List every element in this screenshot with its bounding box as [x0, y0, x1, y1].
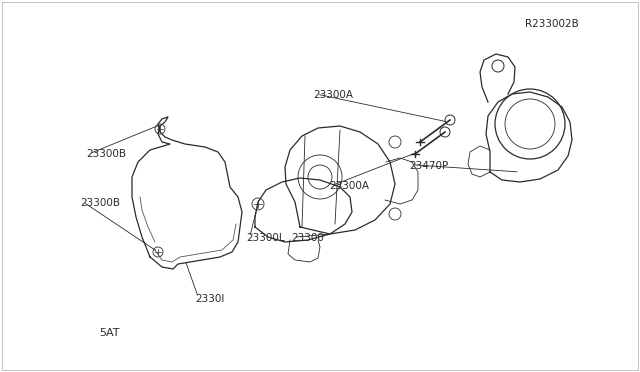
Text: 23300A: 23300A — [314, 90, 354, 100]
Text: 23300L: 23300L — [246, 233, 285, 243]
Text: 23300: 23300 — [291, 233, 324, 243]
Text: 5AT: 5AT — [99, 328, 120, 338]
Text: 2330l: 2330l — [195, 295, 225, 304]
Text: R233002B: R233002B — [525, 19, 579, 29]
Text: 23300B: 23300B — [86, 150, 127, 159]
Text: 23470P: 23470P — [410, 161, 449, 170]
Text: 23300B: 23300B — [80, 198, 120, 208]
Text: 23300A: 23300A — [330, 181, 370, 191]
